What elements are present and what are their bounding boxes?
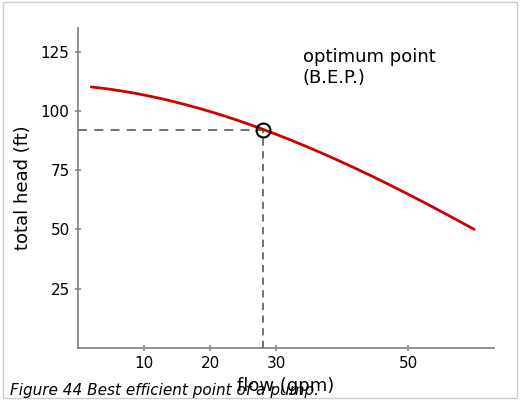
- Text: Figure 44 Best efficient point of a pump.: Figure 44 Best efficient point of a pump…: [10, 383, 319, 398]
- X-axis label: flow (gpm): flow (gpm): [237, 377, 335, 395]
- Y-axis label: total head (ft): total head (ft): [15, 126, 32, 250]
- Text: optimum point
(B.E.P.): optimum point (B.E.P.): [303, 48, 435, 87]
